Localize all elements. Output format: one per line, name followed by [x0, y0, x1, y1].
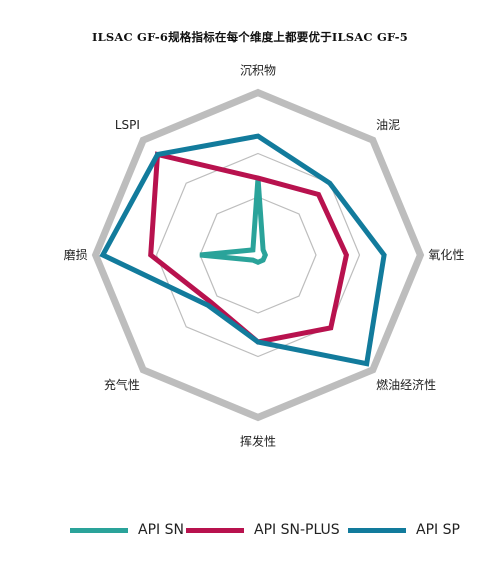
axis-label-7: 磨损 [64, 248, 88, 262]
legend: API SN API SN-PLUS API SP [0, 518, 500, 542]
series-api-sp [99, 133, 387, 367]
axis-label-3: 氧化性 [428, 248, 464, 262]
legend-swatch-api-sn-plus [186, 527, 244, 533]
axis-label-2: 油泥 [376, 118, 400, 132]
series-api-sn [199, 177, 269, 266]
legend-item-api-sp: API SP [348, 518, 460, 542]
legend-swatch-api-sn [70, 527, 128, 533]
radar-series [99, 133, 387, 367]
radar-grid [91, 88, 425, 422]
chart-title: ILSAC GF-6规格指标在每个维度上都要优于ILSAC GF-5 [92, 30, 408, 44]
grid-ring-2 [155, 152, 361, 358]
legend-label-api-sn: API SN [138, 522, 184, 538]
legend-label-api-sp: API SP [416, 522, 460, 538]
axis-label-5: 挥发性 [240, 433, 276, 448]
axis-label-1: 沉积物 [240, 64, 276, 78]
axis-label-8: LSPI [115, 118, 140, 132]
legend-item-api-sn-plus: API SN-PLUS [186, 518, 340, 542]
legend-label-api-sn-plus: API SN-PLUS [254, 522, 340, 538]
grid-ring-1 [199, 196, 317, 314]
axis-label-4: 燃油经济性 [376, 377, 436, 392]
legend-swatch-api-sp [348, 527, 406, 533]
grid-ring-3 [91, 88, 425, 422]
legend-item-api-sn: API SN [70, 518, 184, 542]
axis-label-6: 充气性 [104, 377, 140, 392]
